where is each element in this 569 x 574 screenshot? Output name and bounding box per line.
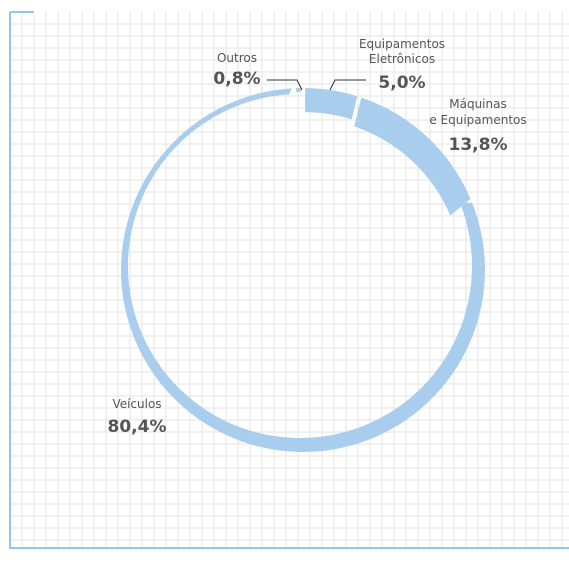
slice-m-quinas-e-equipamentos: [354, 97, 471, 216]
leader-line-equipamentos: [329, 79, 366, 91]
slice-label-outros: Outros: [217, 51, 257, 65]
slice-label-equipamentos-line-2: Eletrônicos: [369, 52, 435, 66]
slice-label-maquinas-line-1: Máquinas: [449, 97, 506, 111]
leader-line-outros: [267, 79, 303, 91]
slice-label-veiculos: Veículos: [112, 397, 161, 411]
slice-outros: [296, 88, 301, 93]
chart-frame: [9, 11, 569, 549]
background-grid: [10, 12, 569, 548]
slice-value-equipamentos: 5,0%: [378, 73, 425, 93]
slice-value-outros: 0,8%: [213, 69, 260, 89]
ring-chart: [120, 88, 485, 452]
slice-equipamentos-eletr-nicos: [304, 88, 358, 120]
slice-value-maquinas: 13,8%: [449, 135, 508, 155]
slice-label-maquinas-line-2: e Equipamentos: [429, 113, 526, 127]
slice-label-equipamentos-line-1: Equipamentos: [359, 37, 445, 51]
slice-value-veiculos: 80,4%: [108, 417, 167, 437]
leader-lines: [267, 79, 366, 91]
